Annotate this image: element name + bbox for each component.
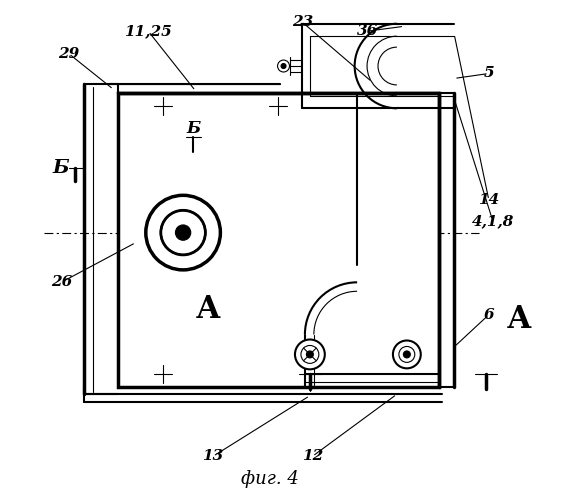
- Circle shape: [393, 340, 420, 368]
- Text: 14: 14: [478, 194, 499, 207]
- Circle shape: [295, 340, 325, 370]
- Circle shape: [161, 210, 205, 255]
- Circle shape: [175, 225, 191, 240]
- Text: 11,25: 11,25: [125, 24, 172, 38]
- Circle shape: [306, 351, 313, 358]
- Text: 29: 29: [58, 46, 79, 60]
- Text: 12: 12: [302, 450, 323, 464]
- Circle shape: [301, 346, 319, 364]
- Circle shape: [278, 60, 289, 72]
- Text: Б: Б: [53, 159, 70, 177]
- Circle shape: [399, 346, 415, 362]
- Text: 5: 5: [484, 66, 494, 80]
- Circle shape: [281, 64, 286, 68]
- Text: 4,1,8: 4,1,8: [472, 214, 514, 228]
- Text: 36: 36: [357, 24, 378, 38]
- Text: Б: Б: [186, 120, 200, 136]
- Text: фиг. 4: фиг. 4: [241, 470, 299, 488]
- Text: 23: 23: [292, 16, 313, 30]
- Text: 26: 26: [50, 276, 72, 289]
- Text: 13: 13: [202, 450, 223, 464]
- Text: А: А: [506, 304, 531, 335]
- Circle shape: [403, 351, 410, 358]
- Text: 6: 6: [484, 308, 494, 322]
- Circle shape: [146, 196, 220, 270]
- Text: А: А: [195, 294, 220, 325]
- Bar: [118, 94, 439, 387]
